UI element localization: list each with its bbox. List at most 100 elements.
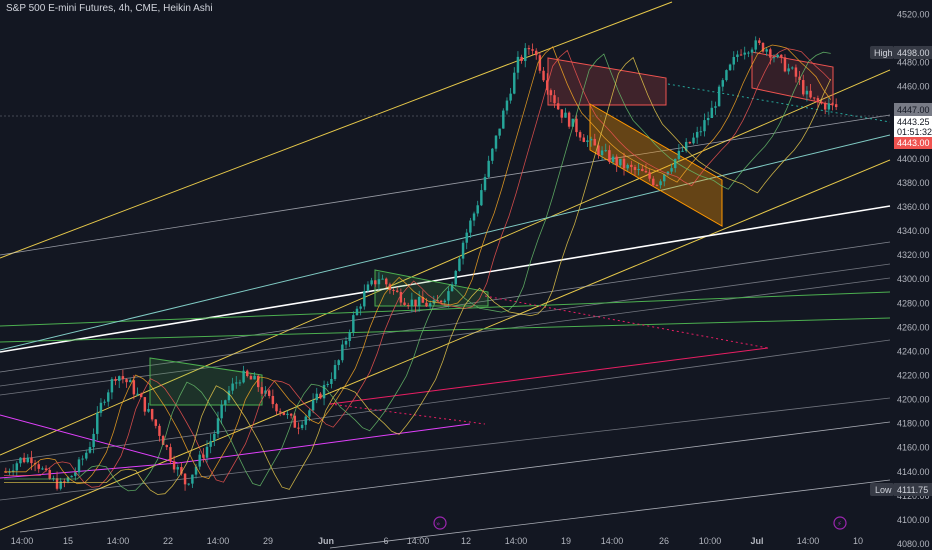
candle-body <box>319 393 322 399</box>
candle-body <box>802 80 805 95</box>
pattern-red-box[interactable] <box>547 57 667 106</box>
candle-body <box>812 97 816 99</box>
candle-body <box>520 56 523 61</box>
moving-average-line <box>4 56 832 495</box>
candle-body <box>809 90 812 98</box>
trendline-yellow-lower[interactable] <box>0 159 891 531</box>
pattern-orange-channel[interactable] <box>589 103 723 227</box>
candle-body <box>732 57 735 65</box>
candle-body <box>4 471 8 473</box>
low-value-tag <box>894 483 932 496</box>
trendline-yellow-mid[interactable] <box>0 69 891 456</box>
y-tick-label: 4520.00 <box>897 9 930 19</box>
y-axis[interactable]: 4520.00 4480.00 4460.00 4400.00 4380.00 4360.… <box>897 9 930 549</box>
y-tick-label: 4180.00 <box>897 419 930 429</box>
candle-body <box>447 291 450 301</box>
candle-body <box>417 297 421 307</box>
candle-body <box>633 166 637 170</box>
candle-body <box>494 135 498 149</box>
pattern-green-flag-1[interactable] <box>149 357 263 406</box>
candle-body <box>44 468 48 471</box>
candle-body <box>758 40 761 43</box>
trendline-teal[interactable] <box>0 134 891 351</box>
candle-body <box>454 270 457 285</box>
x-tick-label: 14:00 <box>107 536 130 546</box>
event-marker-glyph: » <box>436 520 440 528</box>
trendline-grey-4[interactable] <box>0 339 891 463</box>
candle-body <box>289 413 293 416</box>
candle-body <box>253 375 256 380</box>
candle-body <box>132 380 136 395</box>
candle-body <box>183 473 187 485</box>
candle-body <box>436 300 439 302</box>
candle-body <box>502 110 505 129</box>
candle-body <box>341 344 344 361</box>
candle-body <box>176 467 179 470</box>
trendline-pink-dotted-2[interactable] <box>329 403 486 425</box>
candle-body <box>472 213 476 221</box>
candle-body <box>333 365 337 380</box>
x-tick-label: 10 <box>853 536 863 546</box>
pattern-red-wedge[interactable] <box>751 51 834 106</box>
candle-body <box>524 48 527 61</box>
trendline-green-1[interactable] <box>0 291 891 327</box>
candle-body <box>216 418 220 434</box>
candle-body <box>575 118 578 133</box>
trendline-grey-7[interactable] <box>329 479 891 549</box>
low-tag-label: Low <box>875 485 892 495</box>
candle-body <box>655 185 659 187</box>
candle-body <box>406 305 410 307</box>
candle-body <box>663 174 666 182</box>
event-markers[interactable]: » ⚡ <box>433 516 847 530</box>
candle-body <box>805 90 809 95</box>
trendline-grey-5[interactable] <box>0 397 891 501</box>
x-axis[interactable]: 14:00 15 14:00 22 14:00 29 Jun 6 14:00 12 14:00 19 1… <box>11 536 863 546</box>
candle-body <box>37 464 40 469</box>
trendline-magenta-upper[interactable] <box>0 414 179 464</box>
candle-body <box>77 459 81 473</box>
candle-body <box>604 150 607 152</box>
candle-body <box>710 107 714 119</box>
level-2-label: 4443.00 <box>897 138 930 148</box>
candle-body <box>823 103 827 110</box>
trendline-yellow-upper[interactable] <box>0 1 673 259</box>
candle-body <box>103 401 106 403</box>
candle-body <box>392 289 395 291</box>
candle-body <box>366 284 370 292</box>
candle-body <box>772 57 776 59</box>
candle-body <box>513 72 516 94</box>
candle-body <box>564 112 567 118</box>
high-value-label: 4498.00 <box>897 48 930 58</box>
candle-body <box>794 67 798 77</box>
candle-body <box>150 409 154 420</box>
candle-body <box>121 376 125 380</box>
candle-body <box>765 49 768 52</box>
candle-body <box>505 100 509 111</box>
x-tick-label: 19 <box>561 536 571 546</box>
price-tags: High 4498.00 4447.00 4443.25 01:51:32 44… <box>870 46 932 496</box>
flash-marker-icon[interactable] <box>833 516 847 530</box>
candle-body <box>293 415 297 428</box>
trendline-magenta-long[interactable] <box>177 423 471 464</box>
trendline-green-2[interactable] <box>0 317 891 343</box>
trendline-grey-2[interactable] <box>0 263 891 387</box>
candle-body <box>750 49 754 53</box>
candle-body <box>85 452 88 459</box>
trendline-white-1[interactable] <box>0 205 891 353</box>
trendline-pink[interactable] <box>329 347 769 405</box>
x-tick-label: 14:00 <box>601 536 624 546</box>
candle-body <box>337 360 340 366</box>
candle-body <box>26 457 30 463</box>
candle-body <box>791 67 794 69</box>
candle-body <box>567 112 571 127</box>
x-tick-label: 22 <box>163 536 173 546</box>
trendline-white-2[interactable] <box>0 114 891 256</box>
event-marker-icon[interactable] <box>433 516 447 530</box>
candle-body <box>224 400 227 405</box>
candle-body <box>308 410 311 417</box>
trendline-grey-6[interactable] <box>19 421 891 533</box>
y-tick-label: 4080.00 <box>897 539 930 549</box>
trendline-grey-1[interactable] <box>0 241 891 373</box>
candle-body <box>641 168 644 172</box>
